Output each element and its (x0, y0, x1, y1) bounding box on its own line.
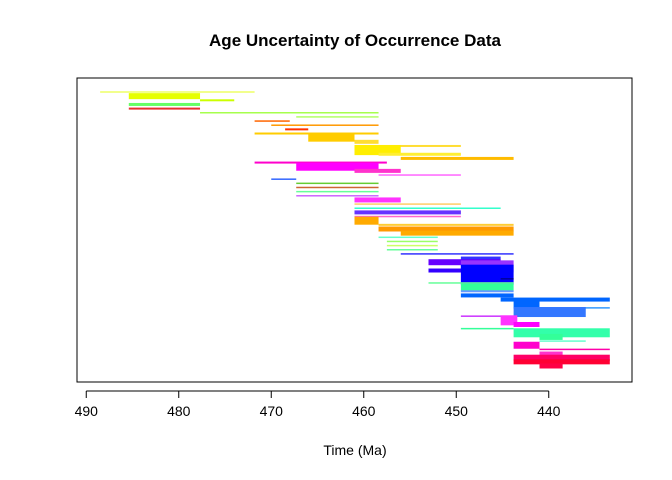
age-range-bar (460, 290, 514, 293)
age-range-bar (539, 351, 563, 356)
age-range-bar (128, 107, 201, 110)
age-range-bar (539, 348, 610, 351)
x-tick-label: 470 (260, 403, 284, 419)
age-range-bar (513, 307, 586, 318)
age-range-bar (400, 230, 514, 236)
x-tick-label: 440 (537, 403, 561, 419)
age-range-bar (354, 145, 401, 156)
age-range-bar (271, 124, 379, 126)
age-range-bar (386, 244, 438, 247)
age-range-bar (354, 216, 379, 225)
age-range-bar (200, 99, 235, 102)
age-range-bar (200, 112, 379, 114)
x-tick-label: 480 (167, 403, 191, 419)
age-range-bar (513, 359, 610, 365)
age-range-bar (513, 341, 540, 349)
age-range-bar (296, 195, 379, 197)
age-range-bar (308, 133, 355, 142)
age-range-bar (378, 152, 461, 156)
age-range-bar (386, 249, 438, 251)
age-range-bar (296, 162, 379, 171)
age-range-bar (296, 190, 379, 193)
age-range-bar (500, 297, 610, 302)
age-range-bar (460, 315, 514, 317)
age-range-bar (500, 278, 514, 280)
age-range-bar (254, 132, 379, 135)
age-range-bar (354, 144, 461, 147)
age-range-bar (354, 197, 401, 203)
age-range-bar (400, 253, 514, 255)
ranges-layer (100, 91, 610, 369)
age-range-bar (354, 168, 401, 173)
chart-title: Age Uncertainty of Occurrence Data (209, 31, 501, 50)
x-axis-label: Time (Ma) (323, 442, 386, 458)
age-range-bar (460, 264, 514, 285)
age-range-bar (296, 116, 379, 118)
age-range-bar (354, 215, 461, 218)
age-range-bar (378, 236, 438, 239)
plot-frame (76, 77, 633, 383)
x-tick-label: 460 (352, 403, 376, 419)
age-range-bar (400, 156, 514, 160)
age-range-bar (539, 333, 563, 340)
age-range-bar (128, 93, 201, 100)
age-range-bar (354, 203, 461, 205)
age-range-bar (428, 282, 514, 284)
x-tick-label: 490 (75, 403, 99, 419)
age-range-bar (513, 298, 540, 309)
x-axis: 490 480 470 460 450 440 (75, 390, 561, 419)
age-range-bar (100, 91, 255, 93)
age-range-bar (354, 139, 379, 144)
age-range-bar (500, 315, 518, 326)
age-range-bar (128, 102, 201, 106)
age-range-bar (378, 223, 514, 226)
age-range-bar (254, 120, 290, 122)
age-range-bar (460, 293, 514, 298)
age-range-bar (513, 328, 610, 338)
age-range-bar (354, 210, 461, 215)
age-range-bar (460, 256, 501, 260)
age-range-bar (460, 327, 514, 330)
x-tick-label: 450 (445, 403, 469, 419)
age-range-bar (539, 340, 586, 342)
age-range-bar (271, 178, 297, 180)
age-range-bar (354, 207, 501, 209)
age-range-bar (285, 128, 309, 131)
age-range-bar (460, 283, 514, 291)
age-range-bar (386, 240, 438, 243)
age-range-bar (378, 226, 514, 232)
age-range-bar (296, 182, 379, 185)
age-range-bar (513, 354, 610, 361)
age-range-bar (513, 321, 540, 327)
age-range-bar (378, 174, 461, 176)
age-range-bar (254, 161, 387, 164)
age-range-bar (296, 186, 379, 189)
age-range-bar (539, 363, 563, 369)
